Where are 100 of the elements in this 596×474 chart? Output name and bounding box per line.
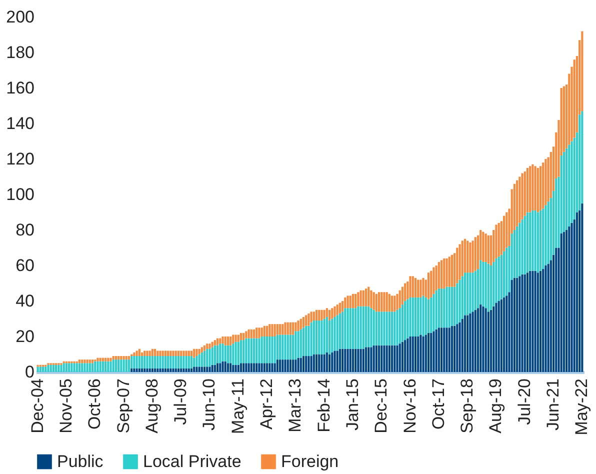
bar <box>391 345 394 372</box>
bar <box>466 272 469 316</box>
bar <box>308 356 310 372</box>
bar <box>88 363 91 372</box>
bar <box>331 308 334 319</box>
legend-label: Public <box>57 452 104 471</box>
bar <box>446 258 448 287</box>
bar <box>182 356 185 368</box>
bar <box>464 272 466 316</box>
bar <box>279 334 282 360</box>
bar <box>495 302 498 372</box>
bar <box>112 360 114 372</box>
bar <box>566 148 568 230</box>
bar <box>292 334 294 360</box>
bar <box>427 299 430 333</box>
bar <box>380 292 383 312</box>
bar <box>250 329 252 338</box>
bar <box>297 358 300 372</box>
bar <box>349 296 352 308</box>
bar <box>300 358 302 372</box>
bar <box>222 336 224 344</box>
bar <box>245 363 248 372</box>
bar <box>110 358 112 362</box>
bar <box>503 251 506 298</box>
bar <box>370 290 372 308</box>
bar <box>513 184 516 230</box>
bar <box>274 363 276 372</box>
bar <box>401 286 404 305</box>
bar <box>276 334 278 360</box>
bar <box>566 230 568 372</box>
bar <box>151 348 154 356</box>
bar <box>461 240 464 276</box>
bar <box>474 270 476 310</box>
x-tick-label: Dec-15 <box>372 378 391 434</box>
bar <box>300 318 302 330</box>
bar <box>472 240 474 273</box>
bar <box>576 212 578 372</box>
bar <box>193 348 196 358</box>
bar <box>544 205 547 266</box>
bar <box>263 326 266 336</box>
bar <box>310 312 312 322</box>
bar <box>386 312 388 346</box>
x-tick-label: Jul-20 <box>514 378 534 425</box>
bar <box>547 264 550 372</box>
bar <box>211 342 214 348</box>
bar <box>516 226 518 278</box>
bar <box>222 344 224 362</box>
bar <box>430 297 432 333</box>
bar <box>86 360 88 364</box>
bar <box>480 304 482 372</box>
bar <box>133 368 136 372</box>
bar <box>156 350 159 356</box>
bar <box>357 292 360 306</box>
bar <box>167 356 170 368</box>
bar <box>524 216 526 274</box>
x-tick-label: Aug-08 <box>142 378 162 434</box>
bar <box>336 304 338 316</box>
bar <box>372 292 375 310</box>
bar <box>438 328 440 372</box>
bar <box>328 320 331 354</box>
bar <box>198 354 200 367</box>
bar <box>443 258 446 289</box>
bar <box>427 272 430 300</box>
bar <box>84 360 86 364</box>
bar <box>336 350 338 372</box>
bar <box>570 222 573 372</box>
bar <box>378 312 380 346</box>
bar <box>266 363 268 372</box>
bar <box>305 356 308 372</box>
bar <box>208 348 211 367</box>
bar <box>352 308 354 349</box>
bar <box>81 360 84 364</box>
bar <box>562 232 565 372</box>
bar <box>302 316 305 328</box>
bar <box>581 203 584 372</box>
bar <box>383 312 386 346</box>
bar <box>232 364 234 372</box>
bar <box>271 324 274 336</box>
bar <box>302 356 305 372</box>
bar <box>140 356 144 368</box>
y-tick-label: 140 <box>6 114 34 133</box>
bar <box>331 318 334 352</box>
bar <box>435 329 438 372</box>
bar <box>268 363 271 372</box>
bar <box>294 331 297 360</box>
bar <box>500 299 502 372</box>
bar <box>409 336 412 372</box>
bar <box>148 350 151 356</box>
bar <box>162 368 164 372</box>
bar <box>96 358 99 362</box>
bar <box>151 368 154 372</box>
bar <box>114 360 117 372</box>
bar <box>62 363 65 372</box>
bar <box>534 270 536 372</box>
bar <box>240 332 242 340</box>
bar <box>454 286 456 326</box>
bar <box>396 310 398 346</box>
bar <box>424 334 427 372</box>
bar <box>177 350 180 356</box>
bar <box>383 345 386 372</box>
